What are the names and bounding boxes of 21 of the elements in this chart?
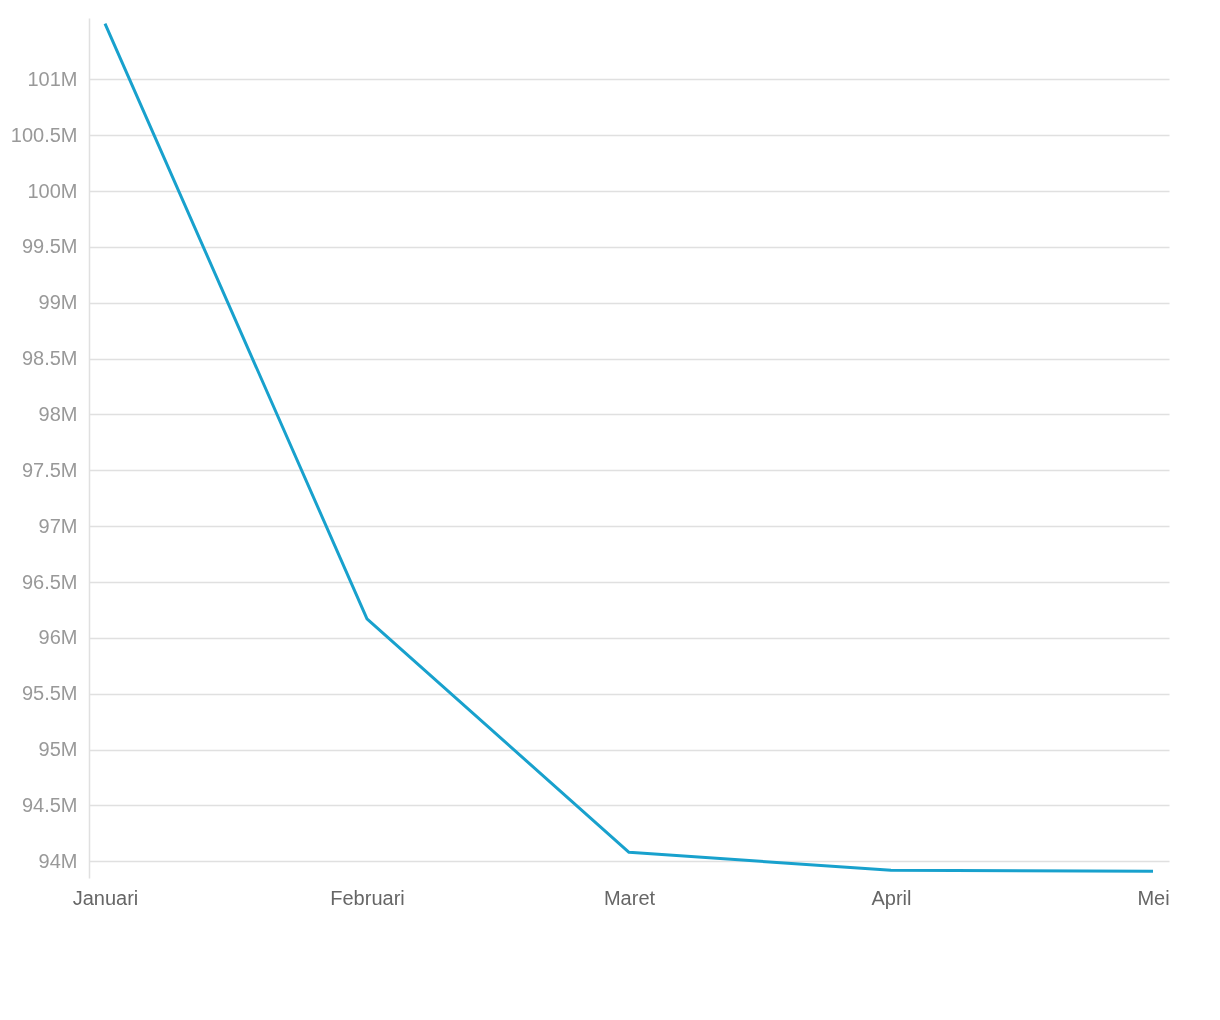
- y-tick-label: 94M: [38, 849, 78, 872]
- x-tick-label: Maret: [603, 886, 656, 909]
- x-tick-label: Mei: [1137, 886, 1170, 909]
- x-tick-label: Januari: [72, 886, 139, 909]
- y-tick-label: 94.5M: [21, 793, 78, 816]
- x-tick-label: Februari: [330, 886, 405, 909]
- y-tick-label: 99M: [38, 291, 78, 314]
- y-tick-label: 100M: [27, 179, 78, 202]
- y-tick-label: 97.5M: [21, 458, 78, 481]
- y-tick-label: 100.5M: [10, 123, 78, 146]
- y-tick-label: 101M: [27, 67, 78, 90]
- y-tick-label: 96M: [38, 626, 78, 649]
- y-tick-label: 99.5M: [21, 235, 78, 258]
- y-tick-label: 98.5M: [21, 347, 78, 370]
- y-tick-label: 95.5M: [21, 682, 78, 705]
- y-tick-label: 95M: [38, 738, 78, 761]
- x-tick-label: April: [871, 886, 912, 909]
- y-tick-label: 96.5M: [21, 570, 78, 593]
- y-tick-label: 98M: [38, 402, 78, 425]
- y-tick-label: 97M: [38, 514, 78, 537]
- line-series: [103, 22, 1155, 873]
